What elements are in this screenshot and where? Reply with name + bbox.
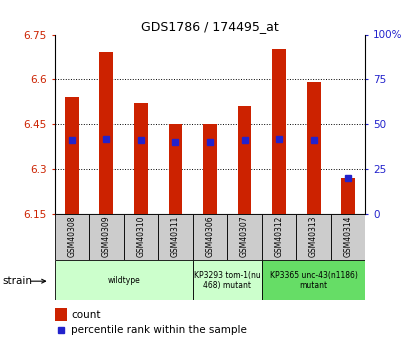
Text: GSM40310: GSM40310 — [136, 215, 145, 257]
Bar — [158, 214, 193, 260]
Bar — [262, 214, 297, 260]
Bar — [134, 103, 148, 214]
Bar — [55, 260, 193, 300]
Bar — [168, 124, 182, 214]
Text: GSM40314: GSM40314 — [344, 215, 353, 257]
Bar — [100, 52, 113, 214]
Bar — [89, 214, 123, 260]
Bar — [297, 214, 331, 260]
Title: GDS1786 / 174495_at: GDS1786 / 174495_at — [141, 20, 279, 33]
Text: wildtype: wildtype — [107, 276, 140, 285]
Bar — [203, 124, 217, 214]
Bar — [341, 178, 355, 214]
Text: GSM40312: GSM40312 — [275, 215, 284, 257]
Text: KP3293 tom-1(nu
468) mutant: KP3293 tom-1(nu 468) mutant — [194, 270, 261, 290]
Bar — [55, 214, 89, 260]
Text: GSM40311: GSM40311 — [171, 215, 180, 257]
Bar — [123, 214, 158, 260]
Text: GSM40313: GSM40313 — [309, 215, 318, 257]
Bar — [193, 260, 262, 300]
Text: GSM40309: GSM40309 — [102, 215, 111, 257]
Text: KP3365 unc-43(n1186)
mutant: KP3365 unc-43(n1186) mutant — [270, 270, 357, 290]
Bar — [307, 82, 320, 214]
Text: GSM40306: GSM40306 — [205, 215, 215, 257]
Bar — [193, 214, 227, 260]
Bar — [262, 260, 365, 300]
Bar — [331, 214, 365, 260]
Text: strain: strain — [2, 276, 32, 286]
Bar — [272, 49, 286, 214]
Text: percentile rank within the sample: percentile rank within the sample — [71, 325, 247, 335]
Bar — [238, 106, 252, 214]
Text: GSM40307: GSM40307 — [240, 215, 249, 257]
Text: GSM40308: GSM40308 — [67, 215, 76, 257]
Text: count: count — [71, 310, 101, 319]
Bar — [65, 97, 79, 214]
Bar — [227, 214, 262, 260]
